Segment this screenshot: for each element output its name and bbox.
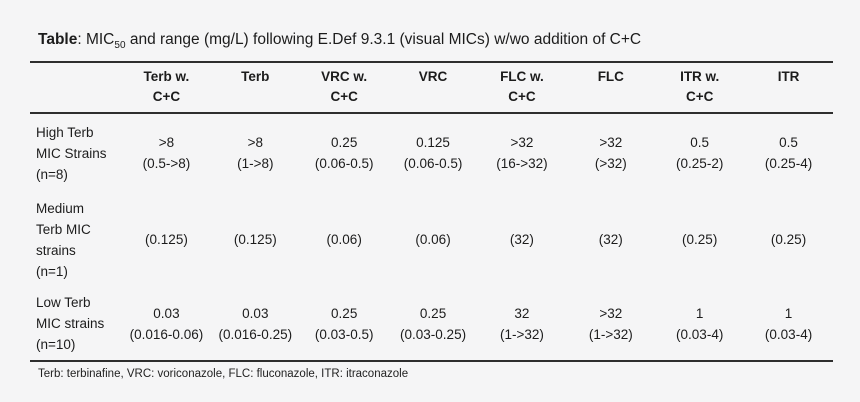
data-cell: (0.125) (145, 232, 188, 247)
data-cell: 32 (1->32) (499, 305, 544, 342)
data-cell: 0.03 (0.016-0.06) (129, 305, 204, 342)
header-cell-terb-cc: Terb w. C+C (143, 69, 190, 104)
header-cell-itr-cc: ITR w. C+C (680, 69, 720, 104)
data-cell: >32 (1->32) (588, 305, 633, 342)
table-title-sep: : (77, 31, 86, 48)
table-row-high-terb: High Terb MIC Strains (n=8) >8 (0.5->8) … (30, 114, 833, 192)
header-cell-flc-cc: FLC w. C+C (500, 69, 544, 104)
header-cell-vrc: VRC (418, 69, 448, 84)
data-cell: 1 (0.03-4) (764, 305, 813, 342)
data-cell: 0.5 (0.25-4) (764, 135, 813, 171)
data-cell: 0.25 (0.03-0.5) (314, 305, 374, 342)
row-label-medium-terb: Medium Terb MIC strains (n=1) (36, 200, 91, 279)
header-cell-empty (30, 67, 122, 107)
data-cell: (32) (509, 232, 534, 247)
data-cell: (0.25) (682, 232, 718, 247)
data-cell: (0.125) (233, 232, 277, 247)
data-cell: >32 (16->32) (496, 135, 548, 171)
table-title-label: Table (38, 31, 78, 48)
table-row-medium-terb: Medium Terb MIC strains (n=1) (0.125) (0… (30, 192, 833, 287)
table-row-low-terb: Low Terb MIC strains (n=10) 0.03 (0.016-… (30, 287, 833, 362)
table-title-mic-subscript: 50 (114, 40, 126, 52)
row-label-high-terb: High Terb MIC Strains (n=8) (36, 124, 107, 182)
data-cell: (32) (598, 232, 623, 247)
mic-table: Terb w. C+C Terb VRC w. C+C VRC FLC w. C… (30, 61, 833, 380)
table-footnote: Terb: terbinafine, VRC: voriconazole, FL… (38, 368, 409, 380)
table-title: Table: MIC50 and range (mg/L) following … (38, 31, 642, 52)
header-cell-itr: ITR (777, 69, 800, 84)
data-cell: (0.06) (326, 232, 362, 247)
data-cell: (0.25) (770, 232, 807, 247)
data-cell: 1 (0.03-4) (676, 305, 724, 342)
header-cell-flc: FLC (597, 69, 624, 84)
data-cell: 0.5 (0.25-2) (676, 135, 724, 171)
row-label-low-terb: Low Terb MIC strains (n=10) (36, 295, 105, 352)
data-cell: >8 (1->8) (237, 135, 274, 171)
header-cell-terb: Terb (241, 69, 270, 84)
data-cell: 0.25 (0.03-0.25) (400, 305, 467, 342)
data-cell: 0.25 (0.06-0.5) (314, 135, 374, 171)
header-cell-vrc-cc: VRC w. C+C (321, 69, 368, 104)
data-cell: >8 (0.5->8) (142, 135, 191, 171)
table-header-row: Terb w. C+C Terb VRC w. C+C VRC FLC w. C… (30, 61, 833, 114)
data-cell: (0.06) (415, 232, 451, 247)
data-cell: 0.125 (0.06-0.5) (403, 135, 463, 171)
data-cell: >32 (>32) (594, 135, 627, 171)
table-title-mic: MIC (85, 31, 115, 48)
data-cell: 0.03 (0.016-0.25) (218, 305, 293, 342)
table-title-rest: and range (mg/L) following E.Def 9.3.1 (… (125, 31, 642, 48)
